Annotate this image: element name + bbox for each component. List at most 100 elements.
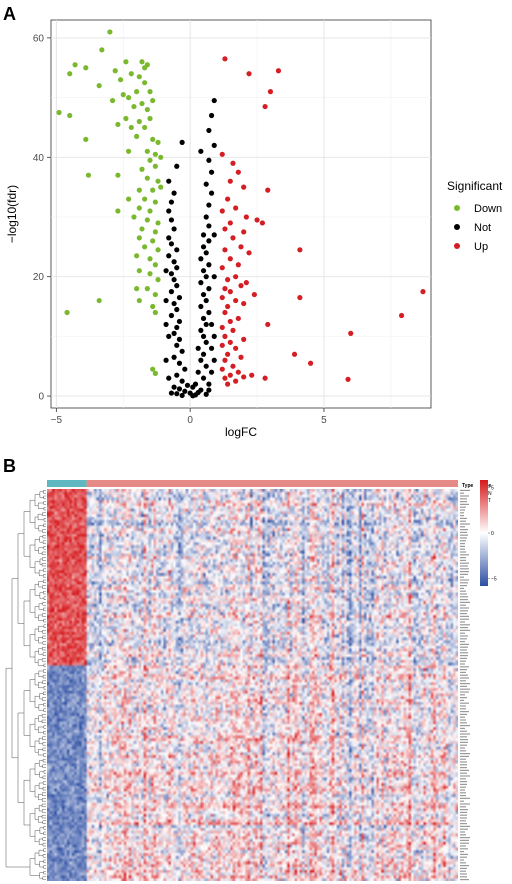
point-not [171,190,177,196]
point-not [182,388,188,394]
point-down [56,109,62,116]
dendrogram-branch [38,805,43,812]
point-not [174,265,180,271]
point-down [155,178,161,184]
point-not [163,297,169,304]
point-not [203,214,209,220]
y-tick-label: 0 [38,392,44,403]
dendrogram-branch [29,813,35,837]
gene-label-mark [460,817,467,819]
dendrogram-branch [43,574,46,578]
point-up [241,336,247,342]
gene-label-mark [460,876,467,878]
point-not [203,250,209,256]
y-tick-label: 20 [33,272,45,283]
gene-label-mark [460,576,464,578]
legend-title: Significant [447,179,503,193]
gene-label-mark [460,831,465,833]
gene-label-mark [460,607,469,609]
dendrogram-branch [38,715,43,722]
point-not [203,297,209,304]
gene-label-mark [460,845,466,847]
point-not [168,289,175,295]
dendrogram-branch [42,557,46,561]
dendrogram-branch [43,506,46,511]
dendrogram-branch [43,501,46,505]
dendrogram-branch [42,758,46,763]
gene-label-mark [460,783,467,785]
point-not [203,339,209,345]
gene-label-mark [460,498,467,500]
volcano-plot-panel [50,19,432,409]
point-not [198,256,204,262]
point-down [150,366,156,372]
dendrogram-branch [38,581,44,588]
legend-key-up [454,243,460,249]
point-down [72,62,78,68]
gene-label-mark [460,677,469,679]
dendrogram-branch [38,614,44,621]
heatmap-scale-ticks: 5 0 −5 [488,485,497,583]
dendrogram-branch [42,540,46,544]
heatmap-type-label-n: N [488,491,492,497]
point-up [219,324,225,331]
dendrogram-branch [38,637,43,644]
point-not [206,387,212,393]
gene-label-mark [460,649,467,651]
y-axis-title: −log10(fdr) [5,185,19,243]
point-not [206,262,212,268]
gene-label-mark [460,744,467,746]
point-not [200,244,207,250]
dendrogram-branch [29,499,35,523]
point-down [83,65,89,71]
gene-label-mark [460,730,467,732]
point-down [152,199,158,205]
gene-label-mark [460,517,467,519]
dendrogram-branch [42,680,46,684]
dendrogram-branch [37,816,43,823]
dendrogram-branch [38,625,44,633]
gene-label-mark [460,767,467,769]
gene-label-mark [460,764,467,766]
point-down [136,118,142,125]
dendrogram-branch [38,547,44,554]
dendrogram-branch [43,624,46,628]
dendrogram-branch [38,737,43,745]
gene-label-mark [460,615,469,617]
point-up [225,303,231,310]
point-up [249,372,255,378]
gene-label-mark [460,568,469,570]
point-down [142,244,148,250]
point-not [171,354,177,360]
point-down [96,297,102,304]
point-not [211,232,217,238]
point-down [120,92,126,98]
dendrogram-branch [38,838,43,845]
gene-label-mark [460,548,465,550]
point-up [275,68,282,74]
point-up [227,318,233,325]
point-up [238,354,244,360]
gene-label-mark [460,719,466,721]
x-tick-label: 5 [321,415,327,426]
point-not [166,253,172,259]
dendrogram-branch [42,798,46,802]
gene-label-mark [460,506,466,508]
point-up [227,339,233,345]
gene-label-mark [460,509,465,511]
point-up [246,250,252,256]
gene-label-mark [460,873,467,875]
gene-label-mark [460,699,464,701]
dendrogram-branch [43,691,46,696]
heatmap-cells [47,489,458,881]
dendrogram-branch [43,607,46,612]
point-down [147,89,153,95]
gene-label-mark [460,713,467,715]
volcano-plot: −5 0 5 0 20 40 60 logFC −log10(fdr) Significan… [5,19,503,439]
dendrogram-branch [23,511,30,557]
point-down [64,309,70,316]
dendrogram-branch [41,562,46,567]
gene-label-mark [460,545,465,547]
dendrogram-branch [43,865,46,869]
